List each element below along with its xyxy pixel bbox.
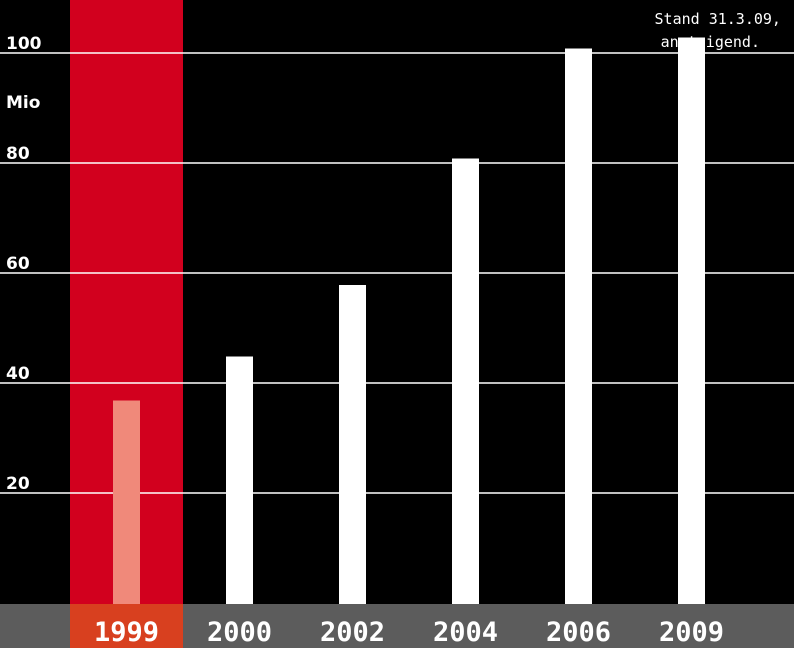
y-axis: 20 40 60 80 100	[6, 34, 42, 494]
y-tick-label-80: 80	[6, 144, 30, 164]
x-tick-label-2000: 2000	[207, 617, 272, 648]
bar-layer	[113, 37, 705, 604]
y-tick-label-40: 40	[6, 364, 30, 384]
bar-2009	[678, 37, 705, 604]
highlight-label-bg-1999	[70, 604, 183, 648]
bar-2000	[226, 356, 253, 604]
bar-2004	[452, 158, 479, 604]
annotation-line-1: Stand 31.3.09,	[655, 10, 781, 28]
y-unit-label: Mio	[6, 93, 40, 113]
x-tick-label-2002: 2002	[320, 617, 385, 648]
y-tick-label-100: 100	[6, 34, 42, 54]
bar-2006	[565, 48, 592, 604]
y-tick-label-20: 20	[6, 474, 30, 494]
x-tick-label-2006: 2006	[546, 617, 611, 648]
x-tick-label-2009: 2009	[659, 617, 724, 648]
bar-2002	[339, 285, 366, 604]
x-tick-label-2004: 2004	[433, 617, 498, 648]
x-tick-label-1999: 1999	[94, 617, 159, 648]
y-tick-label-60: 60	[6, 254, 30, 274]
annotation-note: Stand 31.3.09, ansteigend.	[655, 10, 790, 51]
bar-1999	[113, 400, 140, 604]
x-axis: 1999 2000 2002 2004 2006 2009	[0, 604, 794, 648]
annotation-line-2: ansteigend.	[661, 33, 760, 51]
